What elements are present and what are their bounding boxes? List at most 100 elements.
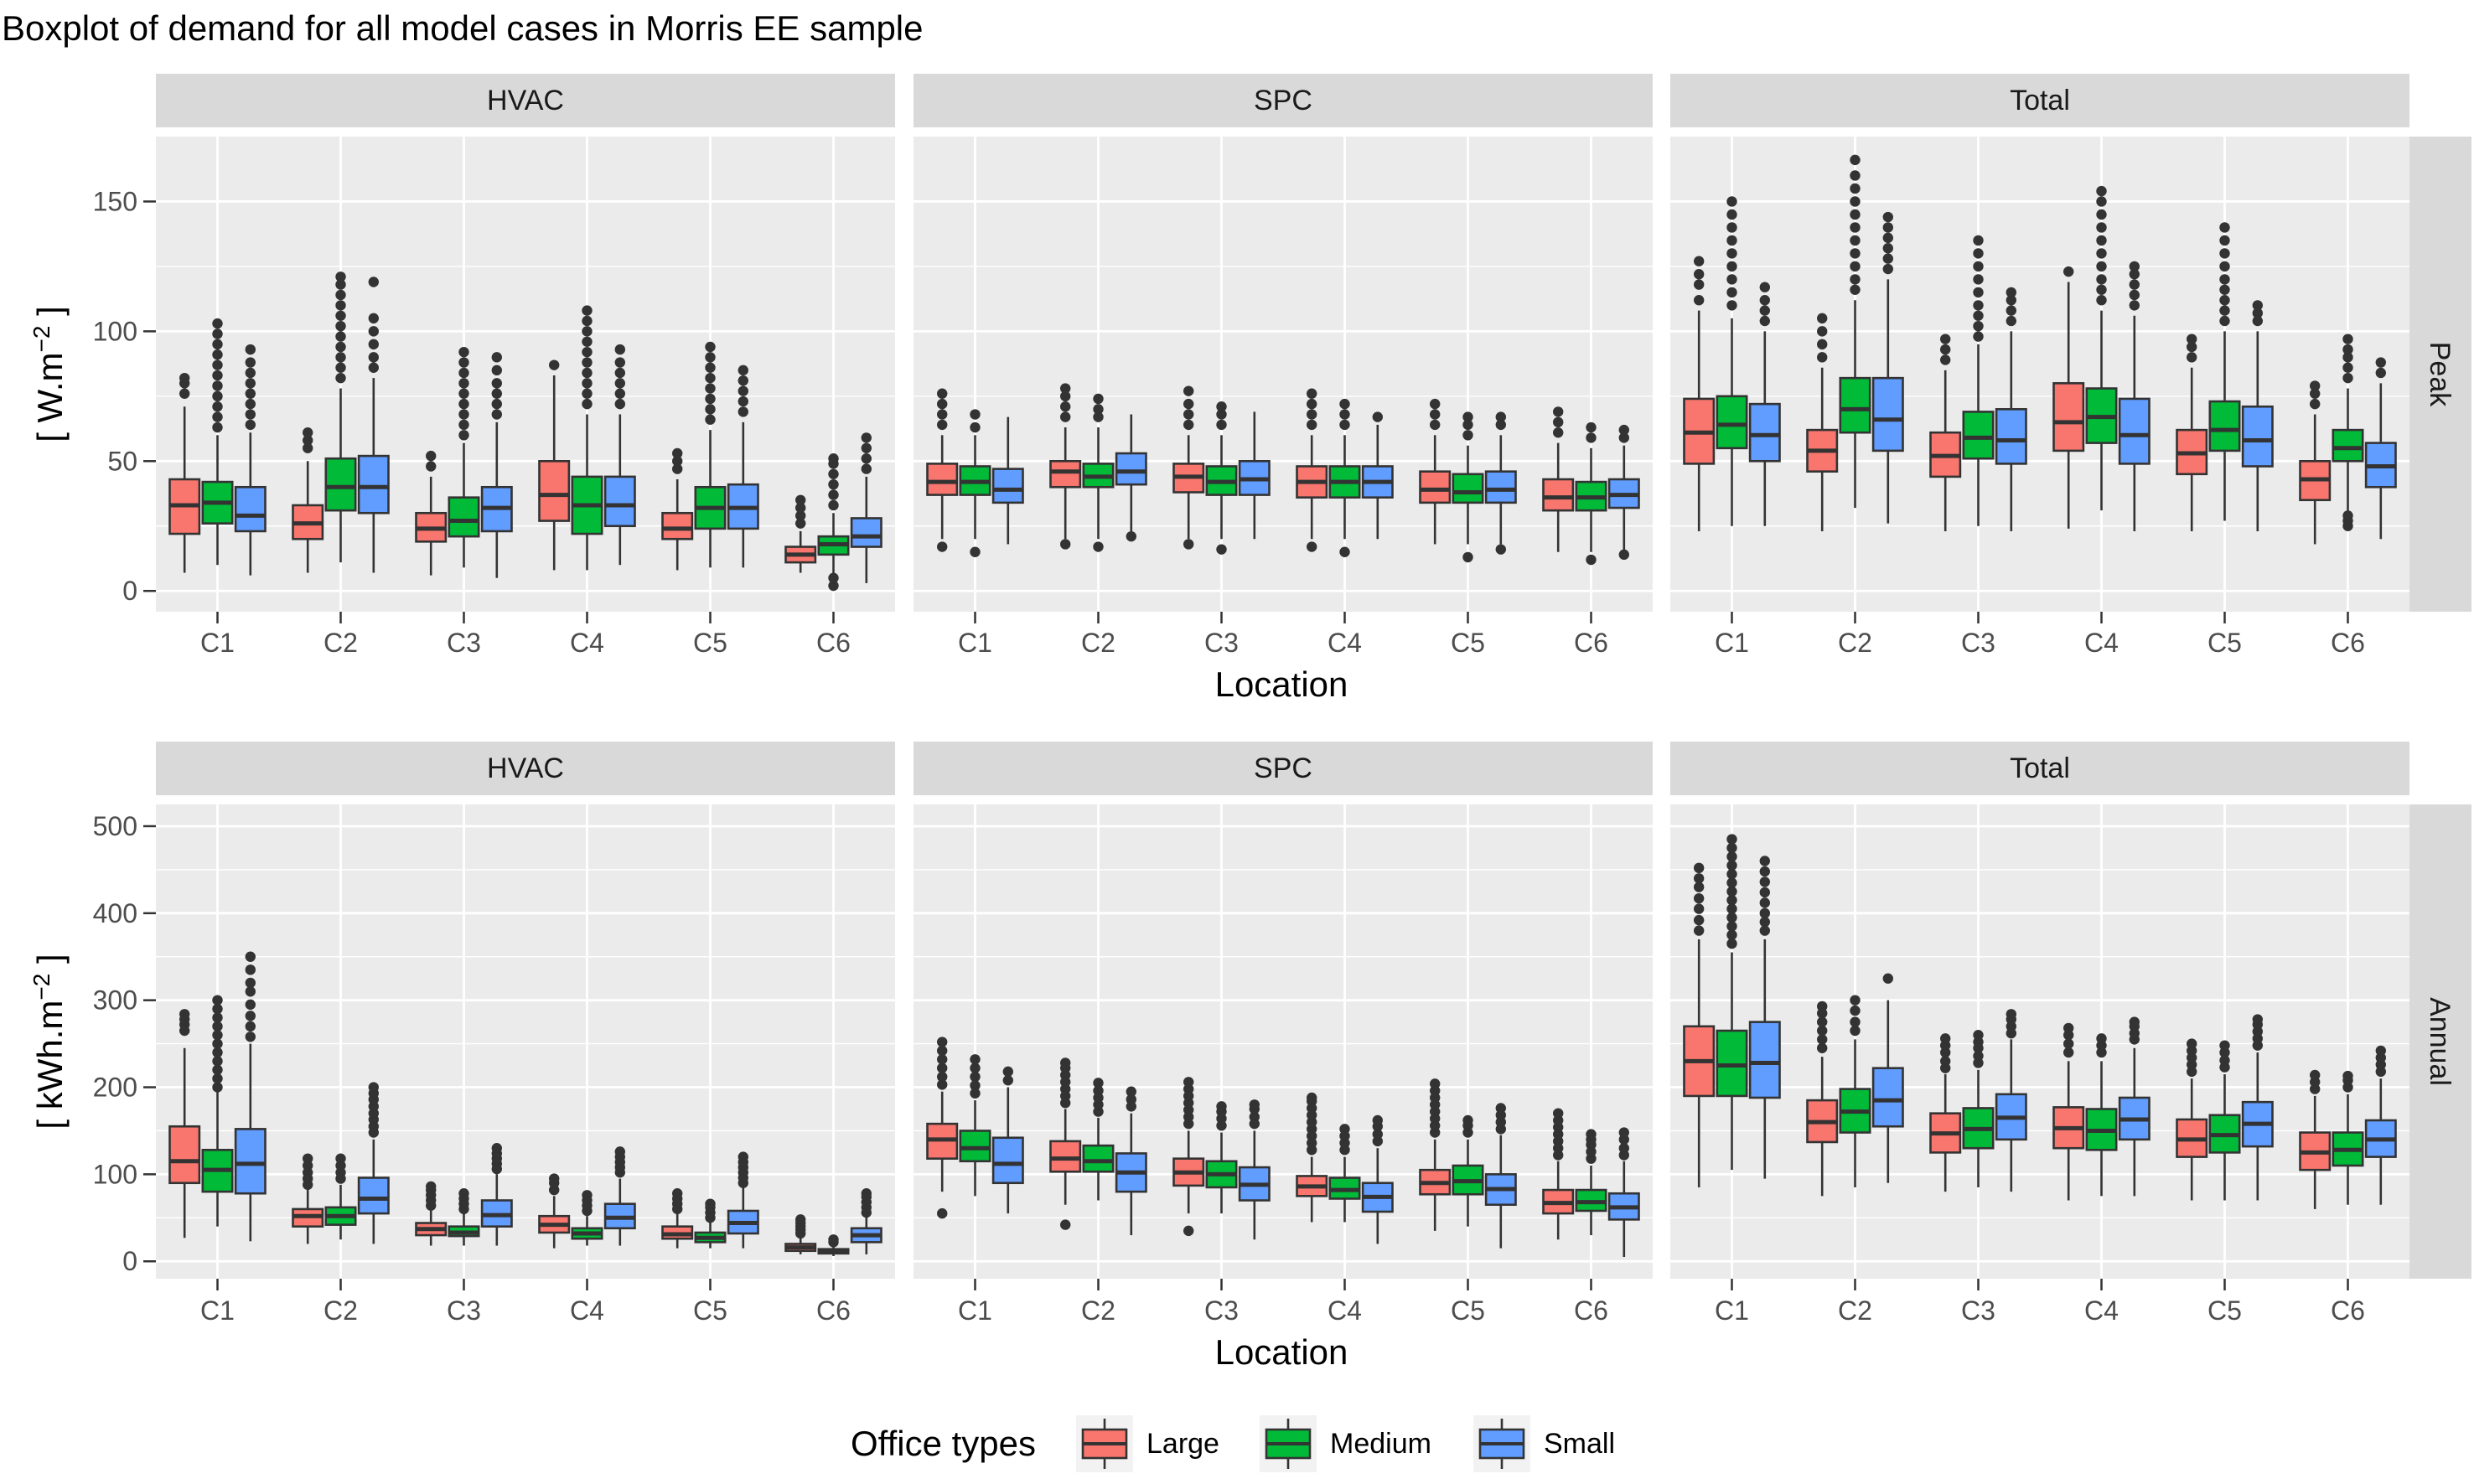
- outlier-point: [491, 1143, 502, 1154]
- box-spc-c4-medium: [1328, 398, 1361, 557]
- box-hvac-c6-small: [850, 1188, 882, 1254]
- x-tick-label: C2: [323, 628, 358, 658]
- outlier-point: [1726, 851, 1737, 862]
- x-tick-label: C1: [200, 1295, 235, 1326]
- outlier-point: [303, 442, 313, 454]
- outlier-point: [1618, 1143, 1630, 1154]
- outlier-point: [1973, 310, 1984, 321]
- outlier-point: [582, 378, 593, 389]
- box-total-c6-medium: [2332, 334, 2364, 531]
- outlier-point: [2006, 1009, 2016, 1020]
- outlier-point: [1183, 419, 1194, 431]
- outlier-point: [705, 404, 716, 415]
- y-tick-label: 300: [93, 985, 137, 1016]
- column-strip-total: [1670, 74, 2409, 127]
- box-hvac-c6-large: [784, 1214, 817, 1254]
- outlier-point: [1726, 300, 1737, 311]
- outlier-point: [212, 390, 223, 402]
- outlier-point: [1339, 546, 1350, 557]
- outlier-point: [1817, 313, 1828, 324]
- outlier-point: [1339, 419, 1350, 431]
- outlier-point: [1759, 897, 1770, 908]
- box-hvac-c4-small: [603, 1146, 636, 1246]
- outlier-point: [1940, 334, 1951, 344]
- outlier-point: [212, 349, 223, 360]
- outlier-point: [2219, 315, 2230, 327]
- outlier-point: [2252, 1014, 2263, 1025]
- outlier-point: [1759, 856, 1770, 866]
- box-total-c5-medium: [2208, 222, 2241, 521]
- outlier-point: [1882, 263, 1893, 275]
- column-strip-label: HVAC: [487, 752, 564, 784]
- outlier-point: [1307, 388, 1317, 399]
- outlier-point: [1462, 1114, 1473, 1126]
- box-body: [1115, 452, 1147, 486]
- outlier-point: [828, 499, 839, 511]
- box-spc-c1-large: [926, 388, 959, 552]
- outlier-point: [582, 305, 593, 316]
- box-body: [2208, 400, 2241, 452]
- box-total-c6-small: [2364, 1045, 2397, 1205]
- box-total-c4-small: [2118, 1016, 2151, 1197]
- box-hvac-c5-large: [661, 1188, 694, 1249]
- outlier-point: [212, 1021, 223, 1032]
- outlier-point: [458, 388, 469, 399]
- outlier-point: [970, 1063, 981, 1073]
- box-spc-c5-small: [1484, 1103, 1517, 1249]
- x-tick-label: C4: [570, 628, 604, 658]
- y-tick-label: 50: [107, 446, 137, 476]
- y-tick-label: 400: [93, 898, 137, 928]
- outlier-point: [1817, 1016, 1828, 1027]
- outlier-point: [2342, 344, 2353, 355]
- outlier-point: [1817, 352, 1828, 363]
- box-body: [1049, 459, 1082, 489]
- box-hvac-c1-medium: [201, 318, 234, 566]
- outlier-point: [582, 336, 593, 347]
- box-spc-c1-small: [991, 1066, 1024, 1214]
- outlier-point: [1973, 274, 1984, 285]
- box-spc-c4-small: [1361, 411, 1394, 540]
- box-body: [850, 517, 882, 548]
- box-total-c3-large: [1929, 1033, 1962, 1192]
- outlier-point: [1850, 1025, 1861, 1037]
- outlier-point: [1694, 256, 1705, 266]
- outlier-point: [1726, 842, 1737, 854]
- box-body: [1716, 1029, 1748, 1098]
- outlier-point: [245, 419, 256, 431]
- box-hvac-c6-small: [850, 432, 882, 583]
- legend-key-small: [1473, 1415, 1530, 1472]
- outlier-point: [1726, 938, 1737, 949]
- outlier-point: [2375, 367, 2386, 379]
- outlier-point: [614, 357, 625, 368]
- x-tick-label: C6: [1574, 628, 1608, 658]
- x-tick-label: C5: [693, 1295, 727, 1326]
- outlier-point: [2219, 261, 2230, 272]
- box-body: [538, 459, 571, 522]
- outlier-point: [1726, 235, 1737, 246]
- outlier-point: [2096, 294, 2107, 306]
- outlier-point: [2063, 1047, 2074, 1058]
- outlier-point: [1759, 866, 1770, 877]
- outlier-point: [1307, 419, 1317, 431]
- box-total-c6-medium: [2332, 1070, 2364, 1205]
- outlier-point: [245, 344, 256, 355]
- box-total-c4-medium: [2085, 185, 2118, 511]
- outlier-point: [1726, 912, 1737, 923]
- y-tick-label: 500: [93, 811, 137, 841]
- outlier-point: [1759, 282, 1770, 292]
- outlier-point: [335, 331, 346, 342]
- outlier-point: [458, 367, 469, 379]
- box-spc-c1-medium: [959, 1054, 991, 1197]
- outlier-point: [2252, 300, 2263, 311]
- x-tick-label: C4: [2084, 1295, 2119, 1326]
- chart-title: Boxplot of demand for all model cases in…: [2, 8, 924, 48]
- outlier-point: [212, 328, 223, 339]
- outlier-point: [1973, 248, 1984, 259]
- outlier-point: [828, 489, 839, 500]
- outlier-point: [335, 310, 346, 321]
- outlier-point: [1694, 269, 1705, 280]
- outlier-point: [582, 1190, 593, 1201]
- outlier-point: [1940, 1033, 1951, 1044]
- box-spc-c2-medium: [1082, 1078, 1115, 1201]
- outlier-point: [2342, 372, 2353, 384]
